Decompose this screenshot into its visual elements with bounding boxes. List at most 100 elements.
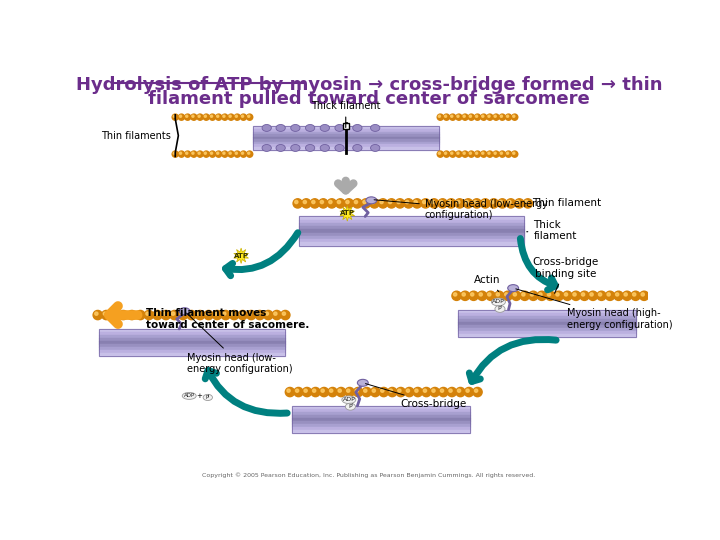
Circle shape	[487, 151, 493, 157]
Bar	[300, 223, 524, 226]
Ellipse shape	[335, 145, 344, 151]
Circle shape	[444, 115, 446, 117]
Bar	[292, 412, 469, 415]
Circle shape	[500, 152, 503, 154]
Circle shape	[456, 200, 460, 204]
Bar	[99, 335, 285, 338]
Circle shape	[446, 199, 456, 208]
Circle shape	[444, 152, 446, 154]
Circle shape	[469, 291, 478, 300]
Polygon shape	[234, 248, 248, 264]
Circle shape	[466, 389, 469, 392]
Bar	[458, 309, 636, 338]
Circle shape	[234, 151, 240, 157]
Circle shape	[462, 293, 465, 296]
Circle shape	[312, 200, 315, 204]
Bar	[300, 226, 524, 230]
Circle shape	[456, 114, 462, 120]
Ellipse shape	[305, 145, 315, 151]
Bar	[292, 406, 469, 409]
Circle shape	[217, 115, 219, 117]
Circle shape	[499, 200, 503, 204]
Circle shape	[482, 152, 484, 154]
Circle shape	[607, 293, 611, 296]
Circle shape	[489, 199, 498, 208]
Circle shape	[329, 200, 332, 204]
Ellipse shape	[291, 145, 300, 151]
Circle shape	[475, 115, 477, 117]
Circle shape	[346, 200, 349, 204]
Text: Myosin head (high-
energy configuration): Myosin head (high- energy configuration)	[516, 289, 672, 330]
Circle shape	[564, 293, 567, 296]
Circle shape	[449, 151, 456, 157]
Circle shape	[475, 152, 477, 154]
Circle shape	[180, 312, 183, 315]
Circle shape	[546, 291, 555, 300]
Bar	[99, 341, 285, 344]
Ellipse shape	[291, 125, 300, 131]
Circle shape	[184, 151, 191, 157]
Circle shape	[505, 151, 512, 157]
Circle shape	[381, 389, 384, 392]
Circle shape	[580, 291, 589, 300]
Circle shape	[438, 152, 441, 154]
Circle shape	[444, 151, 449, 157]
Ellipse shape	[335, 125, 344, 131]
Circle shape	[523, 199, 533, 208]
Circle shape	[397, 389, 401, 392]
Bar	[300, 236, 524, 239]
Text: Thin filament moves
toward center of sacomere.: Thin filament moves toward center of sac…	[145, 308, 309, 330]
Circle shape	[154, 312, 158, 315]
Circle shape	[456, 387, 465, 397]
Circle shape	[469, 115, 472, 117]
Circle shape	[606, 291, 615, 300]
Circle shape	[481, 199, 490, 208]
Circle shape	[464, 199, 473, 208]
Circle shape	[337, 200, 341, 204]
Bar	[292, 406, 469, 433]
Circle shape	[153, 310, 162, 320]
Circle shape	[390, 389, 392, 392]
Circle shape	[241, 115, 243, 117]
Circle shape	[556, 293, 559, 296]
Circle shape	[493, 151, 499, 157]
Circle shape	[522, 293, 525, 296]
Circle shape	[235, 115, 238, 117]
Circle shape	[295, 389, 299, 392]
Text: Pᴵ: Pᴵ	[206, 395, 210, 400]
Text: ATP: ATP	[340, 211, 355, 217]
Circle shape	[513, 152, 515, 154]
Circle shape	[274, 312, 277, 315]
Bar	[292, 424, 469, 427]
Circle shape	[293, 199, 302, 208]
Circle shape	[174, 115, 176, 117]
Bar	[292, 427, 469, 430]
Circle shape	[204, 310, 213, 320]
Circle shape	[161, 310, 171, 320]
Circle shape	[512, 151, 518, 157]
Circle shape	[127, 310, 137, 320]
Circle shape	[174, 152, 176, 154]
Circle shape	[222, 312, 226, 315]
Circle shape	[198, 115, 200, 117]
Text: Hydrolysis of ATP by myosin → cross-bridge formed → thin: Hydrolysis of ATP by myosin → cross-brid…	[76, 76, 662, 93]
Circle shape	[346, 389, 350, 392]
Bar	[292, 418, 469, 421]
Circle shape	[449, 114, 456, 120]
Circle shape	[471, 293, 474, 296]
Circle shape	[441, 389, 444, 392]
Bar	[253, 142, 438, 144]
Text: Thin filament: Thin filament	[525, 198, 601, 208]
Circle shape	[457, 152, 459, 154]
Circle shape	[320, 200, 323, 204]
Circle shape	[203, 151, 210, 157]
Ellipse shape	[353, 125, 362, 131]
Circle shape	[457, 389, 461, 392]
Circle shape	[397, 200, 400, 204]
Ellipse shape	[342, 396, 356, 403]
Circle shape	[195, 310, 204, 320]
Circle shape	[210, 114, 215, 120]
Polygon shape	[340, 206, 355, 221]
Text: Copyright © 2005 Pearson Education, Inc. Publishing as Pearson Benjamin Cummings: Copyright © 2005 Pearson Education, Inc.…	[202, 472, 536, 478]
Circle shape	[336, 387, 346, 397]
